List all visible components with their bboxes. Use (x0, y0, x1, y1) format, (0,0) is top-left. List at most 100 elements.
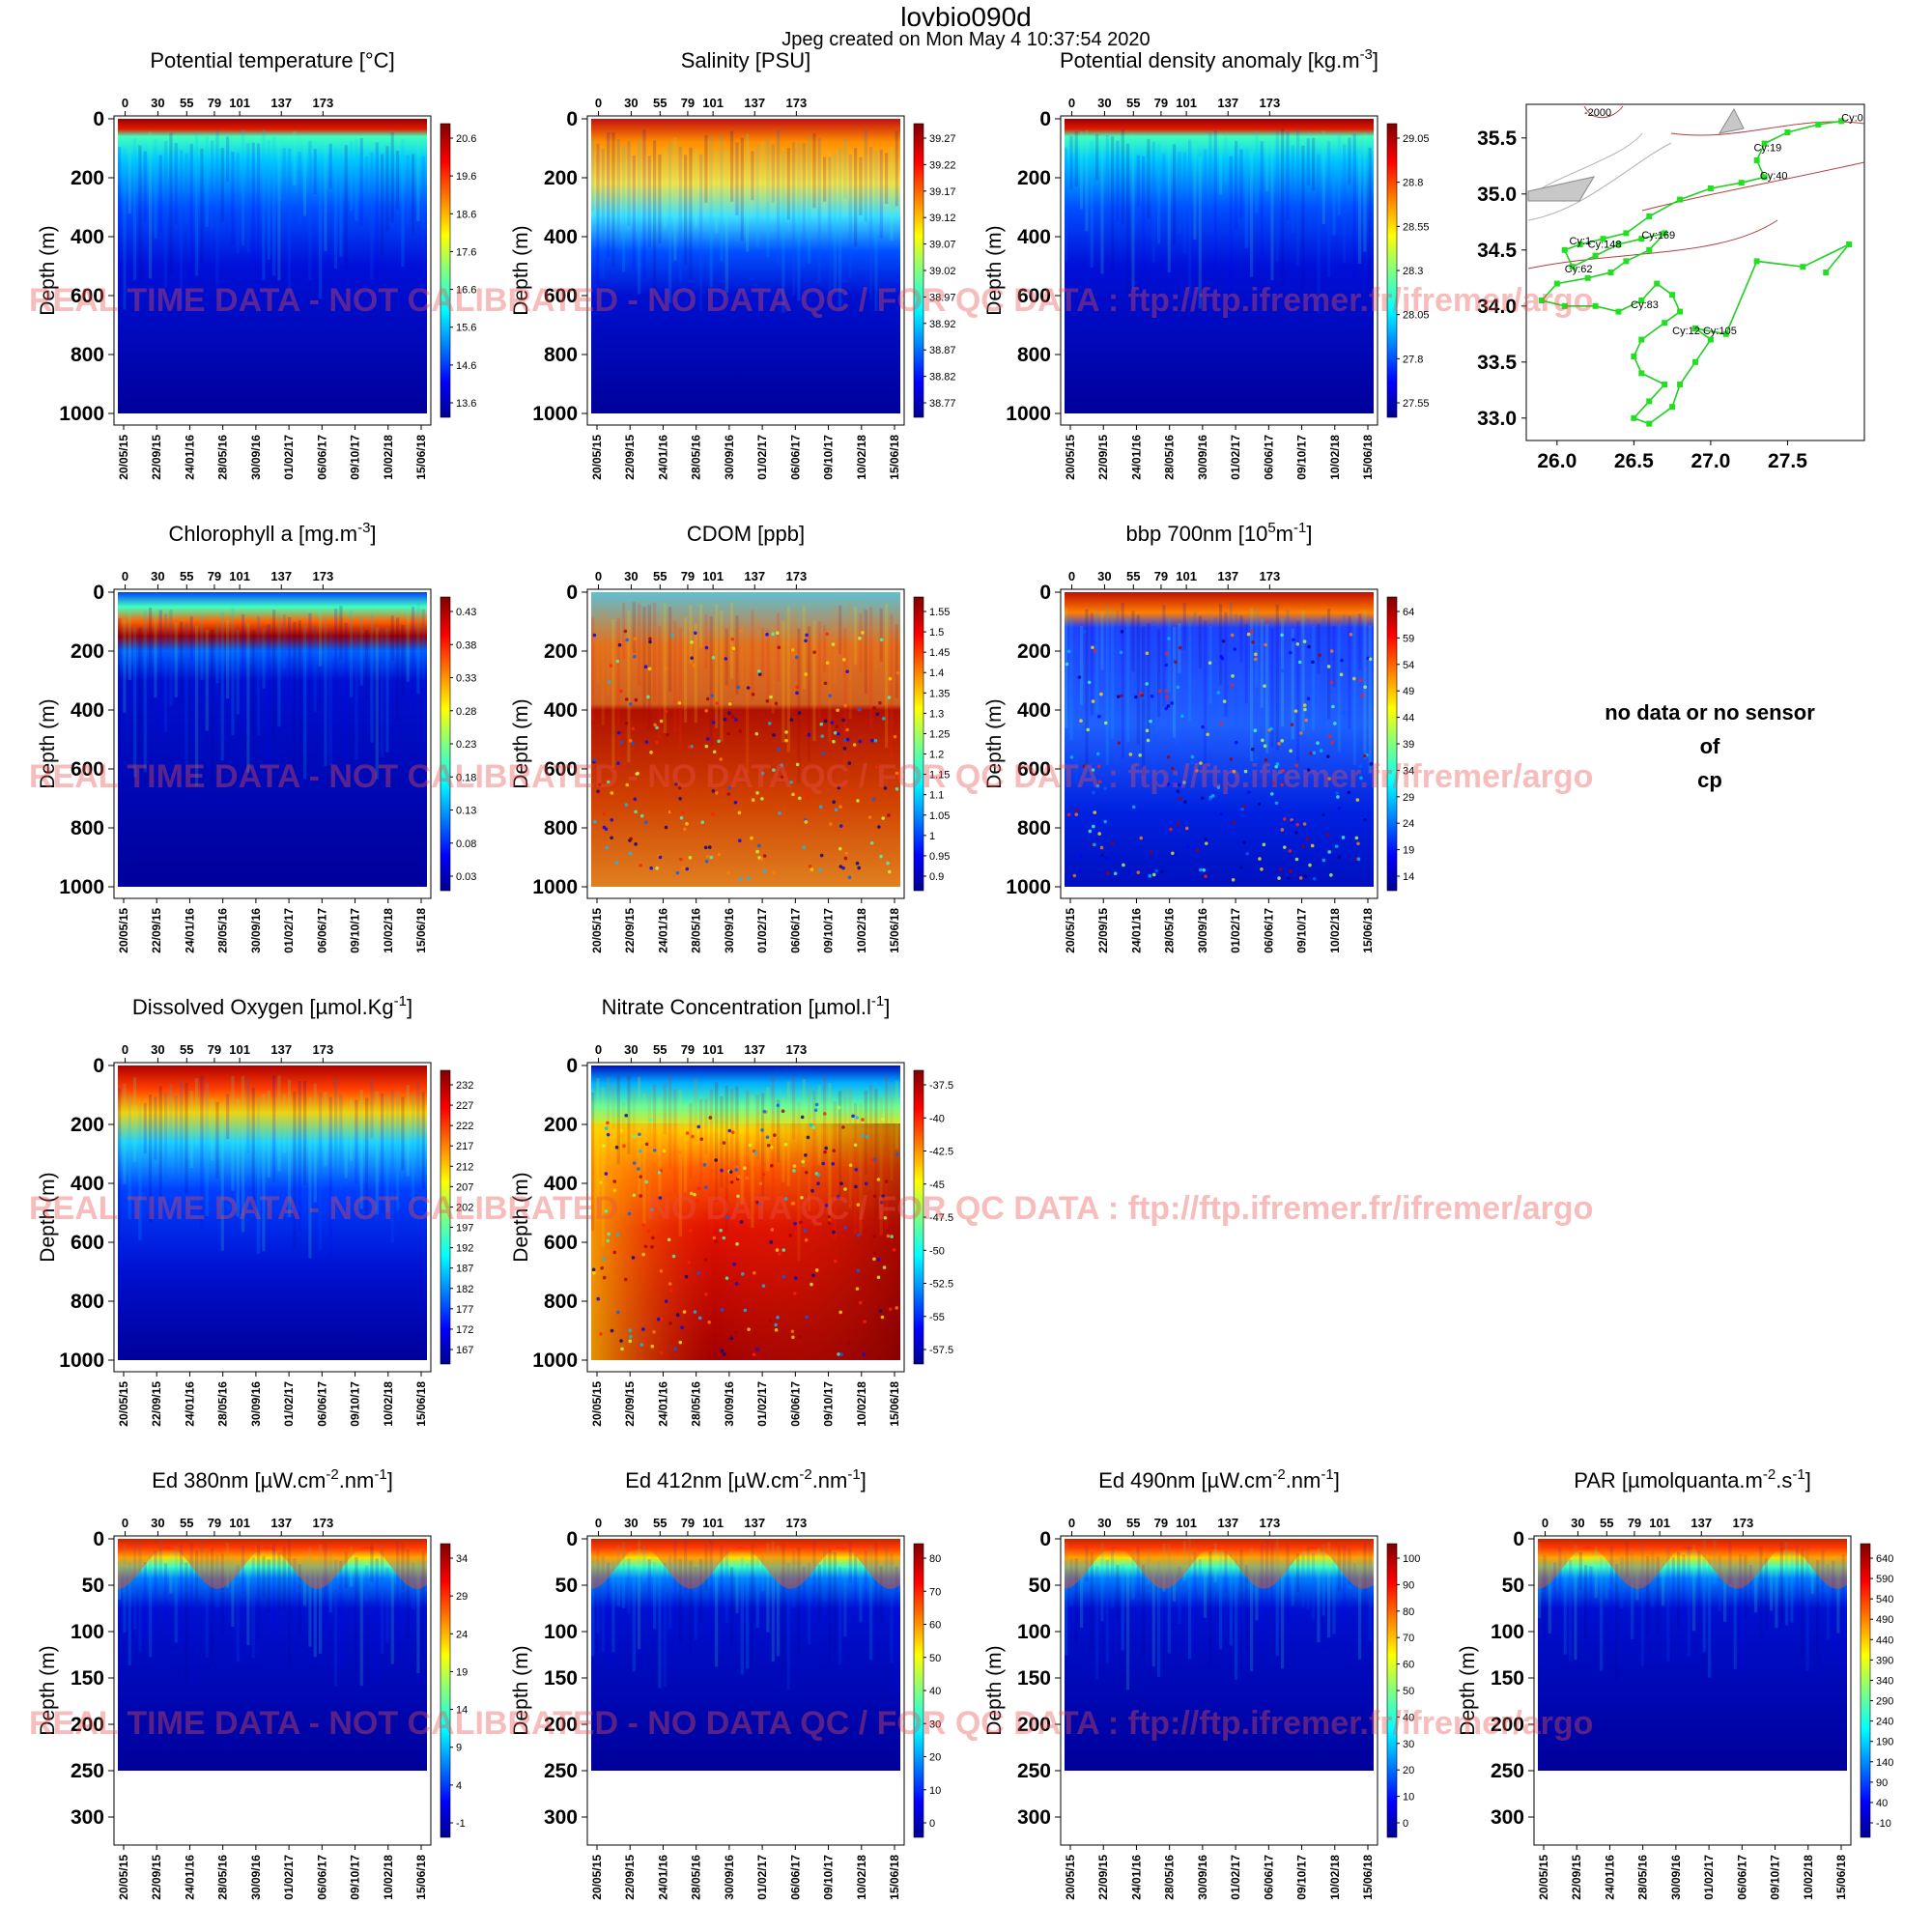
float-position-marker (1607, 270, 1614, 275)
texture-dot (743, 1308, 748, 1313)
texture-stripe (1235, 140, 1238, 230)
no-data-panel: no data or no sensor of cp (1536, 696, 1884, 797)
colorbar (1386, 1543, 1398, 1838)
texture-dot (1281, 769, 1285, 773)
texture-stripe (720, 1095, 724, 1188)
texture-dot (1289, 869, 1293, 873)
texture-dot (805, 1315, 809, 1320)
texture-stripe (1363, 132, 1367, 252)
texture-stripe (236, 1098, 240, 1217)
texture-stripe (786, 607, 790, 753)
texture-stripe (1100, 147, 1104, 274)
texture-stripe (298, 1564, 301, 1636)
texture-dot (847, 761, 852, 765)
heatmap-field (1065, 1539, 1374, 1771)
texture-dot (657, 1171, 662, 1175)
texture-dot (1092, 824, 1095, 829)
texture-stripe (879, 149, 883, 239)
texture-stripe (328, 143, 332, 189)
texture-stripe (890, 613, 894, 764)
texture-dot (644, 1179, 649, 1184)
texture-stripe (751, 1094, 754, 1229)
texture-stripe (334, 609, 338, 757)
texture-stripe (601, 1087, 605, 1247)
texture-stripe (1358, 153, 1362, 264)
texture-dot (770, 1228, 775, 1232)
texture-dot (1231, 877, 1236, 882)
texture-dot (762, 868, 767, 873)
date-tick-label: 10/02/18 (1328, 908, 1342, 953)
texture-stripe (195, 1078, 199, 1146)
cycle-tick-label: 79 (1154, 96, 1168, 110)
texture-stripe (751, 610, 754, 701)
colorbar-tick-label: 44 (1403, 713, 1414, 724)
colorbar-tick-label: 90 (1403, 1579, 1414, 1591)
texture-dot (800, 1115, 805, 1120)
texture-dot (1246, 632, 1251, 637)
texture-stripe (1173, 1553, 1177, 1602)
float-position-marker (1569, 264, 1576, 270)
texture-stripe (1255, 1554, 1259, 1621)
texture-stripe (668, 1554, 672, 1630)
texture-dot (1254, 756, 1259, 760)
texture-stripe (1204, 1555, 1208, 1618)
texture-stripe (786, 1081, 790, 1187)
texture-dot (1074, 812, 1079, 816)
texture-stripe (1126, 617, 1130, 743)
date-tick-label: 09/10/17 (1295, 908, 1309, 953)
texture-stripe (189, 615, 193, 662)
texture-dot (1103, 786, 1108, 790)
texture-dot (847, 1341, 852, 1346)
texture-stripe (1198, 615, 1202, 669)
texture-dot (1329, 680, 1334, 685)
texture-dot (650, 1208, 654, 1212)
texture-dot (1122, 863, 1125, 867)
texture-stripe (1204, 149, 1208, 209)
cycle-tick-label: 0 (122, 569, 128, 583)
date-tick-label: 06/06/17 (1262, 908, 1275, 953)
colorbar-tick-label: 222 (456, 1121, 473, 1132)
depth-tick-label: 600 (1017, 285, 1051, 307)
texture-dot (892, 1248, 896, 1252)
texture-dot (699, 1137, 704, 1142)
texture-dot (1329, 873, 1333, 877)
texture-stripe (864, 610, 867, 695)
depth-axis-label: Depth (m) (1457, 1645, 1479, 1735)
texture-dot (1150, 850, 1153, 855)
cycle-label: Cy:40 (1760, 171, 1788, 183)
texture-stripe (864, 1090, 867, 1176)
texture-dot (819, 853, 824, 858)
texture-stripe (385, 1567, 389, 1643)
texture-dot (609, 664, 613, 668)
texture-stripe (1121, 1564, 1124, 1651)
texture-stripe (133, 1077, 137, 1163)
texture-dot (1299, 731, 1303, 735)
float-position-marker (1592, 302, 1599, 309)
texture-stripe (1631, 1548, 1634, 1640)
colorbar-tick-label: 0.08 (456, 838, 476, 850)
heatmap-texture (1065, 128, 1372, 314)
texture-stripe (1229, 156, 1233, 307)
cycle-tick-label: 0 (1542, 1516, 1548, 1530)
date-tick-label: 15/06/18 (414, 1381, 428, 1427)
texture-dot (1355, 798, 1360, 802)
texture-stripe (1136, 614, 1140, 745)
texture-stripe (1296, 621, 1300, 762)
texture-dot (685, 821, 689, 826)
texture-stripe (359, 1090, 363, 1209)
cycle-tick-label: 173 (313, 1516, 334, 1530)
texture-stripe (339, 1094, 343, 1192)
texture-dot (664, 709, 668, 714)
texture-dot (1103, 721, 1108, 725)
texture-stripe (1167, 138, 1171, 272)
texture-stripe (699, 154, 703, 311)
date-tick-label: 22/09/15 (150, 1855, 163, 1900)
texture-stripe (632, 602, 636, 654)
texture-stripe (642, 129, 646, 279)
texture-dot (1201, 724, 1205, 729)
texture-stripe (365, 156, 369, 215)
texture-dot (724, 657, 728, 661)
texture-dot (604, 827, 609, 832)
texture-dot (805, 1170, 809, 1175)
date-tick-label: 10/02/18 (1328, 435, 1342, 480)
